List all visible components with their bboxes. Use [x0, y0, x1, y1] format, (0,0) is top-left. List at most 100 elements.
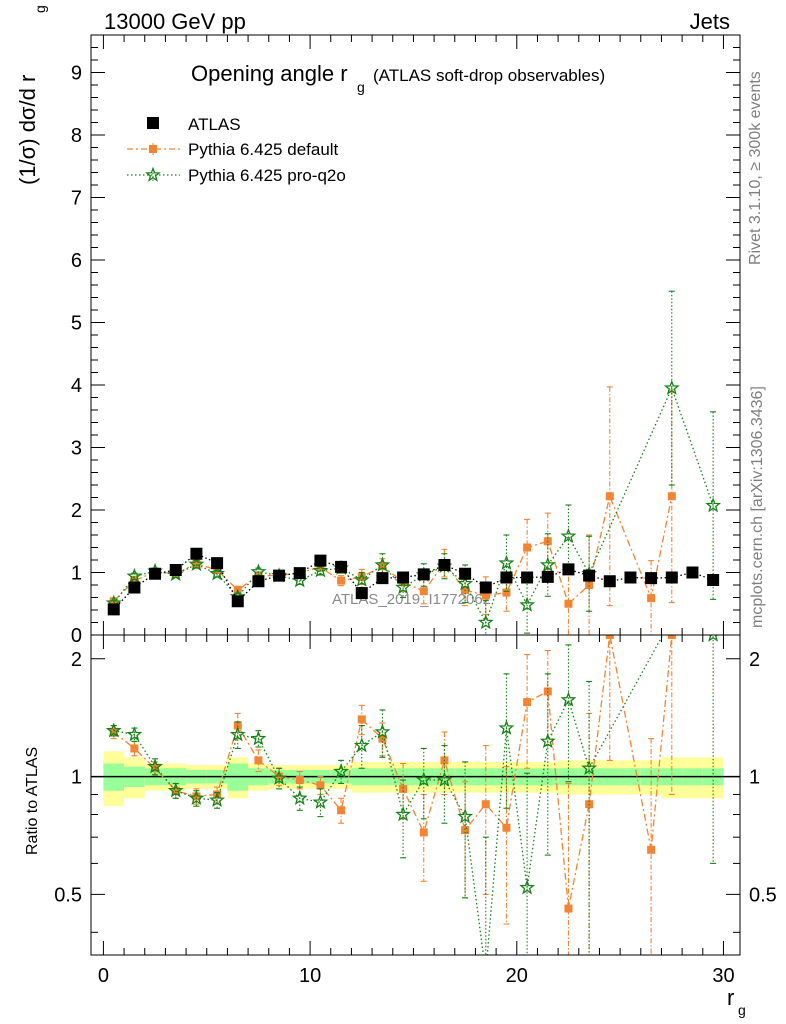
ratio-default-point — [130, 744, 139, 753]
xlabel-subscript: g — [738, 1002, 746, 1018]
top-ytick-label: 4 — [71, 375, 82, 397]
ratio-panel-series — [105, 612, 719, 955]
top-atlas-point — [500, 571, 513, 584]
top-default-point — [419, 587, 428, 596]
top-proq2o-point — [209, 565, 226, 581]
top-default-point — [192, 559, 201, 568]
top-proq2o-point — [312, 562, 329, 578]
title-extra: (ATLAS soft-drop observables) — [373, 66, 605, 85]
ratio-panel-ticks: 0 10 20 30 0.5 0.5 1 1 2 2 — [54, 635, 777, 987]
top-atlas-point — [273, 569, 286, 582]
ratio-proq2o-point — [666, 612, 678, 624]
ratio-proq2o-point — [291, 789, 308, 806]
top-ytick-label: 6 — [71, 250, 82, 272]
main-panel-ticks: 0 1 2 3 4 5 6 7 8 9 — [71, 34, 740, 647]
top-default-point — [337, 576, 346, 585]
ratio-default-point — [254, 756, 263, 765]
top-atlas-point — [438, 559, 451, 571]
ratio-proq2o-point — [209, 791, 226, 807]
ratio-proq2o-point — [167, 782, 184, 798]
legend-entry-atlas: ATLAS — [147, 115, 241, 134]
ratio-proq2o-point — [353, 737, 370, 753]
ratio-default-point — [647, 845, 656, 854]
top-ytick-label: 8 — [71, 125, 82, 147]
legend-default-label: Pythia 6.425 default — [188, 140, 339, 159]
top-ytick-label: 0 — [71, 625, 82, 647]
title-subscript: g — [357, 79, 365, 95]
ratio-proq2o-point — [126, 726, 143, 742]
ratio-proq2o-point — [312, 793, 329, 809]
top-default-point — [502, 588, 511, 597]
ratio-default-point — [667, 635, 676, 639]
legend-default-marker — [149, 145, 157, 153]
xtick-label: 10 — [299, 965, 321, 987]
ratio-proq2o-point — [581, 759, 598, 776]
top-default-point — [605, 492, 614, 501]
ratio-proq2o-point — [457, 808, 474, 824]
ratio-default-point — [461, 826, 470, 835]
top-default-point — [130, 576, 139, 585]
top-default-point — [523, 543, 532, 552]
top-atlas-point — [376, 572, 389, 585]
top-atlas-point — [252, 575, 265, 588]
ratio-default-point — [109, 727, 118, 736]
top-ytick-label: 2 — [71, 500, 82, 522]
top-atlas-point — [645, 572, 658, 585]
top-atlas-point — [211, 557, 224, 570]
analysis-watermark: ATLAS_2019_I1772062 — [332, 591, 491, 608]
top-proq2o-point — [519, 596, 536, 612]
top-ytick-label: 7 — [71, 188, 82, 210]
top-atlas-point — [541, 570, 554, 583]
ratio-proq2o-point — [395, 806, 412, 822]
xtick-label: 20 — [506, 965, 528, 987]
ratio-ytick-label: 2 — [71, 649, 82, 671]
ratio-proq2o-point — [374, 723, 391, 739]
top-proq2o-point — [374, 556, 391, 572]
xtick-label: 0 — [98, 965, 109, 987]
top-atlas-point — [624, 571, 637, 584]
top-atlas-point — [107, 603, 120, 616]
ratio-proq2o-point — [560, 691, 577, 707]
ratio-default-point — [481, 800, 490, 809]
ratio-proq2o-point — [271, 769, 288, 786]
xlabel-main: r — [727, 985, 734, 1010]
header-energy: 13000 GeV pp — [104, 9, 246, 34]
ratio-ytick-label: 0.5 — [54, 884, 82, 906]
top-default-point — [564, 599, 573, 608]
legend-proq2o-marker — [145, 166, 161, 182]
ratio-default-point — [564, 904, 573, 913]
ratio-default-point — [316, 781, 325, 790]
top-proq2o-point — [498, 554, 515, 570]
top-default-point — [213, 566, 222, 574]
top-proq2o-point — [188, 556, 205, 572]
ratio-default-point — [337, 806, 346, 815]
xtick-label: 30 — [712, 965, 734, 987]
top-proq2o-point — [126, 567, 143, 584]
top-atlas-point — [562, 563, 575, 576]
top-default-point — [667, 492, 676, 501]
ratio-ytick-label-right: 1 — [749, 767, 760, 789]
ratio-panel-frame — [90, 634, 741, 956]
ratio-proq2o-point — [105, 722, 122, 738]
top-ytick-label: 1 — [71, 563, 82, 585]
legend-proq2o-label: Pythia 6.425 pro-q2o — [188, 166, 346, 185]
ratio-ytick-label: 1 — [71, 767, 82, 789]
top-atlas-point — [521, 571, 534, 584]
top-proq2o-point — [250, 563, 267, 579]
top-atlas-point — [314, 554, 327, 567]
top-atlas-point — [583, 569, 596, 582]
legend-atlas-marker — [147, 117, 159, 129]
top-atlas-point — [355, 587, 368, 600]
top-proq2o-point — [457, 575, 474, 591]
ratio-default-point — [605, 635, 614, 639]
rivet-version-label: Rivet 3.1.10, ≥ 300k events — [747, 71, 764, 265]
ratio-default-point — [502, 823, 511, 832]
ratio-default-point — [357, 715, 366, 724]
ratio-ytick-label-right: 0.5 — [749, 884, 777, 906]
top-atlas-point — [707, 574, 720, 586]
top-proq2o-point — [539, 556, 556, 572]
top-atlas-point — [293, 567, 306, 580]
top-default-point — [378, 562, 387, 571]
top-default-point — [647, 594, 656, 603]
